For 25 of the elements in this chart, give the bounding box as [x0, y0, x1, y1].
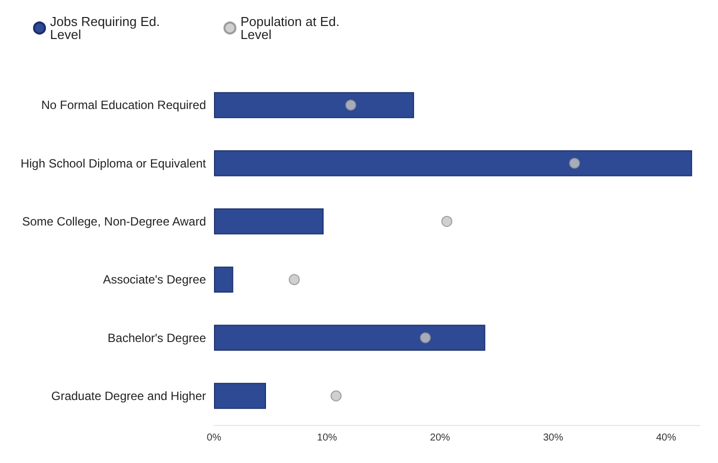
- legend-label: Jobs Requiring Ed. Level: [50, 14, 164, 42]
- y-tick-label: Graduate Degree and Higher: [51, 388, 206, 403]
- y-tick-label: High School Diploma or Equivalent: [20, 156, 207, 170]
- y-tick-label: Some College, Non-Degree Award: [22, 214, 206, 228]
- bar: [214, 150, 692, 176]
- point: [441, 216, 452, 227]
- legend-label: Population at Ed. Level: [240, 14, 344, 42]
- x-tick-label: 20%: [430, 432, 450, 444]
- x-tick-label: 10%: [317, 432, 338, 444]
- point: [288, 274, 300, 286]
- y-tick-label: No Formal Education Required: [41, 98, 206, 112]
- y-tick-label: Bachelor's Degree: [108, 330, 206, 345]
- bar: [214, 92, 414, 118]
- point: [420, 332, 431, 344]
- x-tick-label: 30%: [543, 432, 564, 444]
- x-tick-label: 40%: [656, 432, 676, 444]
- point: [345, 100, 356, 111]
- bar: [214, 266, 234, 293]
- point: [569, 158, 580, 169]
- bar: [214, 324, 486, 351]
- point: [330, 390, 342, 402]
- bar: [214, 208, 324, 234]
- bar: [214, 382, 266, 409]
- x-tick-label: 0%: [206, 432, 222, 444]
- y-tick-label: Associate's Degree: [102, 272, 206, 287]
